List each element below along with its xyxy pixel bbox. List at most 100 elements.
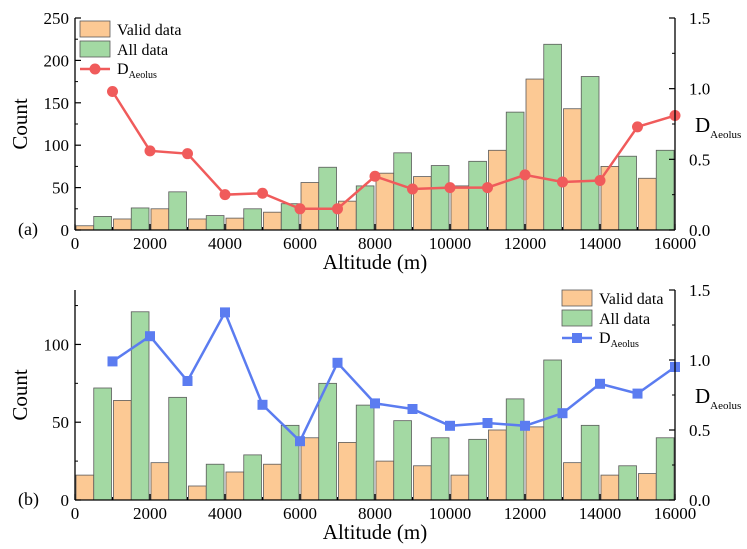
bar-all-data	[468, 438, 487, 501]
legend-label-d-sub: Aeolus	[611, 339, 639, 350]
bar-valid-data	[638, 177, 657, 231]
marker-d-aeolus	[520, 420, 530, 431]
x-tick-label: 16000	[654, 504, 697, 523]
marker-d-aeolus	[407, 404, 418, 414]
bar-all-data	[318, 166, 337, 231]
y-tick-label: 100	[44, 136, 70, 155]
marker-d-aeolus	[557, 408, 568, 419]
marker-d-aeolus	[444, 182, 456, 194]
legend-swatch-marker	[572, 333, 582, 343]
bar-all-data	[205, 463, 225, 501]
legend-swatch-valid-data	[79, 20, 111, 38]
marker-d-aeolus	[370, 398, 380, 409]
legend-label-d-sub: Aeolus	[129, 70, 157, 81]
bar-all-data	[580, 424, 600, 501]
y-tick-label: 0	[61, 221, 70, 240]
line-d-aeolus	[111, 90, 676, 211]
bar-valid-data	[188, 485, 207, 501]
legend-swatch-valid-data	[561, 289, 593, 307]
bar-all-data	[355, 404, 375, 501]
y-tick-label: 200	[44, 51, 70, 70]
marker-d-aeolus	[445, 420, 455, 431]
x-tick-label: 8000	[358, 234, 392, 253]
legend-label-valid-data: Valid data	[599, 291, 663, 308]
chart-panel-b: 0 2000 4000 6000 8000 10000 12000 14000 16000 0 50…	[8, 281, 741, 544]
marker-d-aeolus	[257, 187, 268, 199]
bar-valid-data	[600, 474, 620, 501]
x-tick-label: 6000	[283, 504, 317, 523]
bar-valid-data	[75, 474, 95, 501]
legend-label-all-data: All data	[117, 42, 168, 59]
x-tick-label: 0	[71, 234, 80, 253]
y-axis-title: Count	[8, 98, 32, 150]
bar-valid-data	[563, 108, 582, 231]
bar-all-data	[505, 398, 525, 501]
legend-label-d-aeolus: DAeolus	[117, 61, 157, 81]
x-tick-label: 16000	[654, 234, 697, 253]
marker-d-aeolus	[219, 189, 231, 201]
marker-d-aeolus	[332, 203, 343, 215]
bar-valid-data	[150, 462, 170, 501]
marker-d-aeolus	[182, 376, 193, 386]
x-tick-label: 8000	[358, 504, 392, 523]
x-tick-label: 4000	[208, 234, 242, 253]
bar-all-data	[205, 215, 225, 231]
y-tick-label: 50	[52, 179, 69, 198]
x-tick-label: 12000	[504, 504, 547, 523]
bar-all-data	[168, 396, 187, 501]
legend-label-d-main: D	[117, 61, 129, 78]
bar-valid-data	[225, 471, 245, 501]
marker-d-aeolus	[182, 148, 193, 160]
y2-tick-label: 0.0	[689, 491, 710, 510]
legend: Valid data All data DAeolus	[79, 20, 181, 81]
x-axis-title: Altitude (m)	[323, 250, 427, 274]
marker-d-aeolus	[257, 399, 268, 410]
marker-d-aeolus	[332, 357, 343, 368]
y-tick-label: 50	[52, 413, 69, 432]
x-tick-label: 10000	[429, 504, 472, 523]
bar-valid-data	[263, 211, 282, 231]
x-tick-label: 14000	[579, 504, 622, 523]
marker-d-aeolus	[519, 169, 531, 181]
y2-tick-label: 1.5	[689, 281, 710, 300]
marker-d-aeolus	[144, 145, 156, 157]
x-tick-label: 14000	[579, 234, 622, 253]
x-tick-label: 4000	[208, 504, 242, 523]
legend-label-d-main: D	[599, 330, 611, 347]
x-axis-title: Altitude (m)	[323, 520, 427, 544]
bar-valid-data	[113, 400, 132, 501]
bar-valid-data	[525, 78, 545, 231]
bar-valid-data	[450, 474, 470, 501]
legend-swatch-marker	[89, 63, 101, 75]
bar-valid-data	[413, 465, 432, 501]
marker-d-aeolus	[632, 121, 643, 133]
y2-axis-title-sub: Aeolus	[710, 129, 741, 141]
marker-d-aeolus	[482, 418, 493, 428]
legend-label-all-data: All data	[599, 311, 650, 328]
y2-tick-label: 0.5	[689, 150, 710, 169]
y-tick-label: 250	[44, 9, 70, 28]
y2-tick-label: 0.5	[689, 421, 710, 440]
x-tick-label: 2000	[133, 504, 167, 523]
bar-valid-data	[225, 217, 245, 231]
bar-valid-data	[563, 462, 582, 501]
marker-d-aeolus	[295, 436, 305, 447]
legend-label-valid-data: Valid data	[117, 22, 181, 39]
line-d-aeolus	[111, 309, 676, 444]
bar-all-data	[655, 149, 675, 231]
y2-axis-title-main: D	[695, 384, 710, 408]
bar-all-data	[93, 216, 112, 231]
y2-tick-label: 1.0	[689, 351, 710, 370]
marker-d-aeolus	[632, 388, 643, 399]
legend-swatch-all-data	[561, 309, 593, 327]
bar-valid-data	[488, 429, 507, 501]
marker-d-aeolus	[294, 203, 306, 215]
x-tick-label: 0	[71, 504, 80, 523]
bar-valid-data	[525, 426, 545, 501]
bar-valid-data	[188, 218, 207, 231]
y-tick-label: 150	[44, 94, 70, 113]
bar-valid-data	[413, 176, 432, 231]
bar-all-data	[130, 207, 150, 231]
bar-valid-data	[638, 473, 657, 501]
